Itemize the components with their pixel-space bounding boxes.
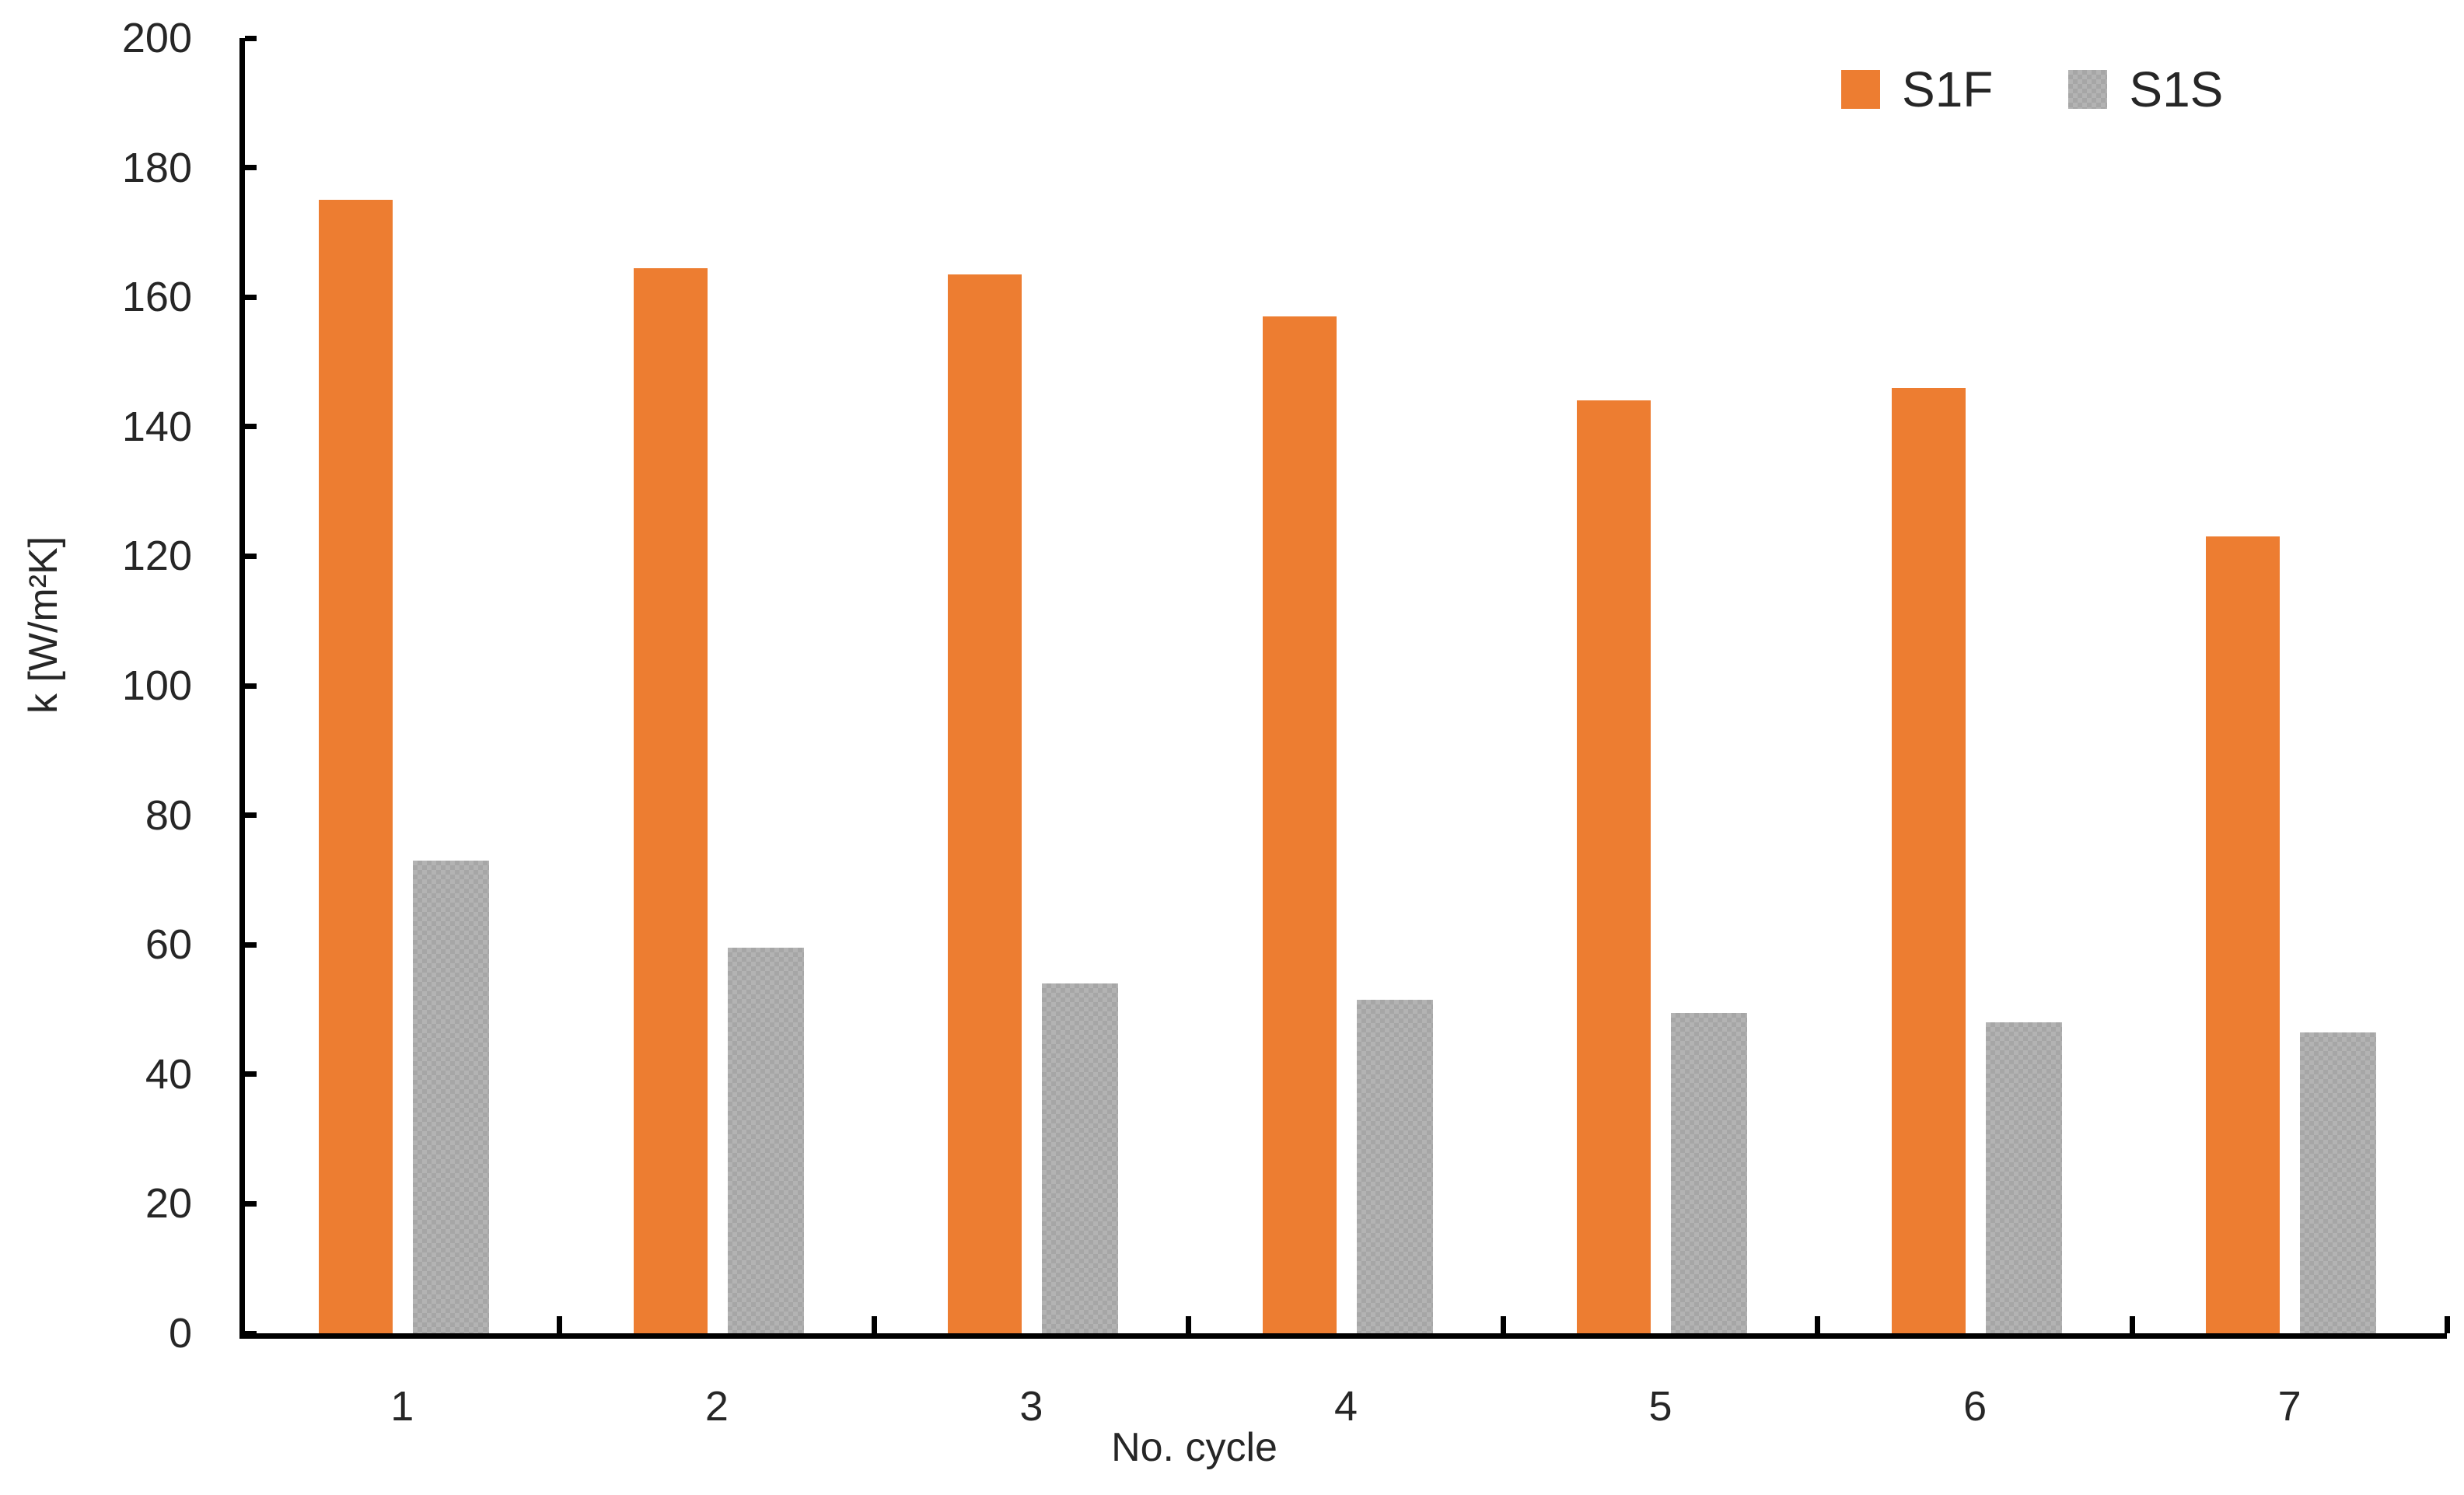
y-axis-tick xyxy=(245,424,257,430)
x-axis-category-label: 2 xyxy=(704,1383,729,1430)
y-axis-tick xyxy=(245,941,257,948)
y-axis-tick xyxy=(245,1200,257,1207)
x-axis-tick xyxy=(2129,1316,2135,1333)
y-axis-tick-label: 100 xyxy=(121,662,192,709)
x-axis-tick xyxy=(2444,1316,2450,1333)
x-axis-category-label: 3 xyxy=(1019,1383,1043,1430)
y-axis-tick-label: 40 xyxy=(145,1050,192,1098)
x-axis-tick xyxy=(1500,1316,1506,1333)
y-axis-tick-label: 20 xyxy=(145,1180,192,1228)
y-axis-tick-label: 120 xyxy=(121,533,192,580)
x-axis-tick xyxy=(557,1316,563,1333)
y-axis-tick-label: 180 xyxy=(121,144,192,191)
x-axis-category-label: 5 xyxy=(1648,1383,1672,1430)
legend-swatch-s1s-icon xyxy=(2068,70,2108,109)
bar-s1s-cycle-4 xyxy=(1356,1000,1433,1333)
plot-area xyxy=(239,35,2450,1339)
y-axis-tick xyxy=(245,683,257,689)
legend-label-s1f: S1F xyxy=(1902,61,1994,117)
y-axis-tick xyxy=(245,1330,257,1336)
bar-s1s-cycle-6 xyxy=(1985,1022,2062,1333)
y-axis-tick-label: 0 xyxy=(168,1310,192,1357)
x-axis-category-label: 1 xyxy=(390,1383,414,1430)
x-axis-tick xyxy=(871,1316,877,1333)
bar-s1f-cycle-5 xyxy=(1577,400,1651,1333)
bar-s1s-cycle-1 xyxy=(413,860,489,1333)
legend-item-s1s: S1S xyxy=(2068,61,2224,117)
y-axis-tick xyxy=(245,812,257,819)
bar-s1s-cycle-5 xyxy=(1671,1012,1748,1333)
bar-s1s-cycle-2 xyxy=(727,948,804,1333)
bar-s1f-cycle-2 xyxy=(633,267,708,1333)
x-axis-title: No. cycle xyxy=(1111,1425,1277,1470)
y-axis-tick-label: 80 xyxy=(145,791,192,839)
y-axis-tick xyxy=(245,294,257,300)
y-axis-tick xyxy=(245,1071,257,1078)
x-axis-tick xyxy=(1186,1316,1192,1333)
bar-s1f-cycle-7 xyxy=(2206,536,2281,1333)
y-axis-tick-label: 60 xyxy=(145,921,192,969)
y-axis-tick xyxy=(245,553,257,559)
x-axis-tick xyxy=(1815,1316,1821,1333)
legend-label-s1s: S1S xyxy=(2129,61,2224,117)
bar-s1f-cycle-1 xyxy=(319,200,393,1333)
bar-s1s-cycle-3 xyxy=(1042,983,1119,1333)
bar-s1f-cycle-3 xyxy=(948,274,1022,1333)
x-axis-category-label: 4 xyxy=(1333,1383,1358,1430)
legend-item-s1f: S1F xyxy=(1841,61,1994,117)
y-axis-tick-label: 160 xyxy=(121,274,192,321)
legend: S1F S1S xyxy=(1841,61,2224,117)
bar-s1s-cycle-7 xyxy=(2300,1032,2377,1333)
bar-s1f-cycle-6 xyxy=(1891,387,1966,1333)
y-axis-tick xyxy=(245,35,257,41)
y-axis-tick-label: 200 xyxy=(121,15,192,61)
x-axis-category-label: 7 xyxy=(2277,1383,2301,1430)
bar-s1f-cycle-4 xyxy=(1262,316,1337,1333)
legend-swatch-s1f-icon xyxy=(1841,70,1880,109)
x-axis-category-label: 6 xyxy=(1963,1383,1987,1430)
y-axis-tick xyxy=(245,165,257,171)
y-axis-tick-label: 140 xyxy=(121,403,192,450)
